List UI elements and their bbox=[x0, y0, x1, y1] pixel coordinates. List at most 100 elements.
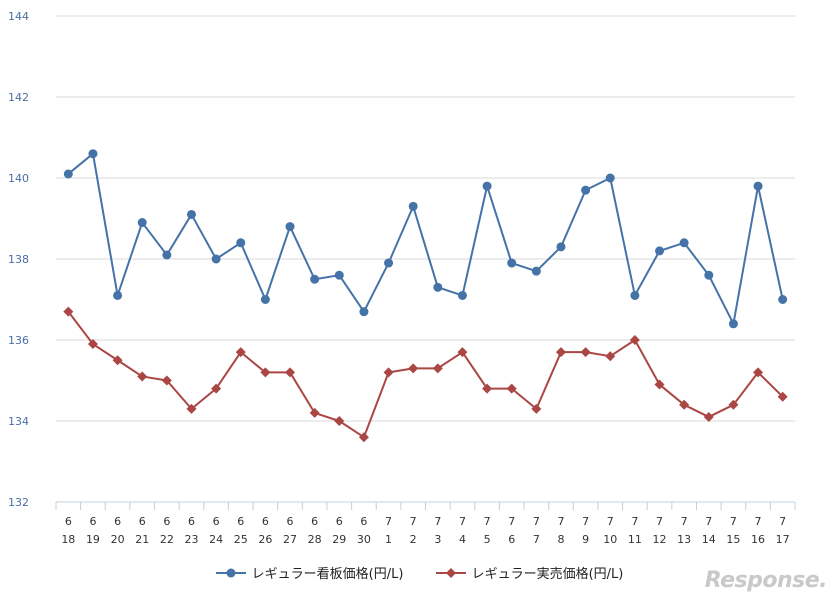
x-tick-label-day: 21 bbox=[135, 533, 149, 546]
x-tick-label-month: 7 bbox=[385, 515, 392, 528]
data-point[interactable] bbox=[383, 367, 394, 378]
x-tick-label-month: 6 bbox=[360, 515, 367, 528]
data-point[interactable] bbox=[260, 367, 271, 378]
x-tick-label-day: 27 bbox=[283, 533, 297, 546]
legend-item-actual-price[interactable]: レギュラー実売価格(円/L) bbox=[435, 563, 624, 582]
x-tick-label-day: 26 bbox=[258, 533, 272, 546]
data-point[interactable] bbox=[310, 274, 320, 284]
series-signboard-price bbox=[63, 149, 788, 329]
data-point[interactable] bbox=[753, 181, 763, 191]
data-point[interactable] bbox=[753, 367, 764, 378]
x-tick-label-day: 15 bbox=[726, 533, 740, 546]
data-point[interactable] bbox=[112, 355, 123, 366]
y-tick-label: 134 bbox=[8, 415, 29, 428]
data-point[interactable] bbox=[629, 335, 640, 345]
data-point[interactable] bbox=[137, 371, 148, 382]
data-point[interactable] bbox=[359, 307, 369, 317]
data-point[interactable] bbox=[605, 173, 615, 183]
data-point[interactable] bbox=[531, 266, 541, 276]
data-point[interactable] bbox=[630, 290, 640, 300]
x-tick-label-month: 7 bbox=[410, 515, 417, 528]
x-tick-label-day: 25 bbox=[234, 533, 248, 546]
x-tick-label-day: 17 bbox=[776, 533, 790, 546]
x-tick-label-day: 6 bbox=[508, 533, 515, 546]
x-tick-label-month: 7 bbox=[434, 515, 441, 528]
data-point[interactable] bbox=[285, 222, 295, 232]
data-point[interactable] bbox=[161, 375, 172, 386]
data-point[interactable] bbox=[63, 169, 73, 179]
data-point[interactable] bbox=[531, 403, 542, 414]
x-tick-label-day: 14 bbox=[702, 533, 716, 546]
data-point[interactable] bbox=[457, 290, 467, 300]
x-tick-label-month: 6 bbox=[89, 515, 96, 528]
data-point[interactable] bbox=[358, 432, 369, 443]
x-tick-label-month: 7 bbox=[705, 515, 712, 528]
legend-label-actual-price: レギュラー実売価格(円/L) bbox=[471, 567, 624, 582]
data-point[interactable] bbox=[728, 319, 738, 329]
data-point[interactable] bbox=[334, 416, 345, 426]
x-tick-label-month: 7 bbox=[656, 515, 663, 528]
data-point[interactable] bbox=[605, 351, 616, 362]
data-point[interactable] bbox=[482, 181, 492, 191]
data-point[interactable] bbox=[63, 306, 74, 317]
data-point[interactable] bbox=[88, 149, 98, 159]
data-point[interactable] bbox=[457, 347, 468, 358]
data-point[interactable] bbox=[235, 347, 246, 358]
data-point[interactable] bbox=[679, 238, 689, 248]
x-tick-label-month: 6 bbox=[336, 515, 343, 528]
data-point[interactable] bbox=[186, 403, 197, 414]
legend-marker-diamond-icon bbox=[435, 567, 466, 578]
x-tick-label-month: 6 bbox=[114, 515, 121, 528]
data-point[interactable] bbox=[728, 399, 739, 410]
data-point[interactable] bbox=[703, 411, 714, 422]
x-tick-label-month: 7 bbox=[681, 515, 688, 528]
data-point[interactable] bbox=[507, 258, 517, 268]
y-tick-label: 140 bbox=[8, 172, 29, 185]
data-point[interactable] bbox=[211, 254, 221, 264]
data-point[interactable] bbox=[137, 218, 147, 228]
data-point[interactable] bbox=[211, 383, 222, 394]
data-point[interactable] bbox=[777, 391, 788, 402]
data-point[interactable] bbox=[581, 185, 591, 195]
x-tick-label-day: 24 bbox=[209, 533, 223, 546]
legend: レギュラー看板価格(円/L) レギュラー実売価格(円/L) bbox=[0, 563, 839, 583]
x-tick-label-day: 16 bbox=[751, 533, 765, 546]
x-tick-label-day: 8 bbox=[557, 533, 564, 546]
x-tick-label-month: 6 bbox=[262, 515, 269, 528]
data-point[interactable] bbox=[186, 209, 196, 219]
series-line bbox=[67, 152, 784, 325]
data-point[interactable] bbox=[482, 383, 493, 394]
x-tick-label-day: 20 bbox=[111, 533, 125, 546]
x-tick-label-day: 28 bbox=[308, 533, 322, 546]
data-point[interactable] bbox=[113, 290, 123, 300]
data-point[interactable] bbox=[778, 295, 788, 304]
data-point[interactable] bbox=[704, 270, 714, 280]
data-point[interactable] bbox=[655, 246, 665, 256]
data-point[interactable] bbox=[679, 399, 690, 410]
data-point[interactable] bbox=[555, 347, 566, 358]
x-tick-label-day: 7 bbox=[533, 533, 540, 546]
x-tick-label-day: 3 bbox=[434, 533, 441, 546]
data-point[interactable] bbox=[433, 282, 443, 292]
x-tick-label-month: 6 bbox=[139, 515, 146, 528]
data-point[interactable] bbox=[285, 367, 296, 378]
data-point[interactable] bbox=[556, 242, 566, 252]
data-point[interactable] bbox=[654, 379, 665, 390]
data-point[interactable] bbox=[334, 270, 344, 280]
x-tick-label-month: 6 bbox=[65, 515, 72, 528]
data-point[interactable] bbox=[236, 238, 246, 248]
data-point[interactable] bbox=[408, 201, 418, 211]
data-point[interactable] bbox=[408, 363, 419, 374]
legend-item-signboard-price[interactable]: レギュラー看板価格(円/L) bbox=[215, 563, 403, 582]
data-point[interactable] bbox=[384, 258, 394, 268]
data-point[interactable] bbox=[432, 363, 443, 374]
x-tick-label-day: 5 bbox=[484, 533, 491, 546]
data-point[interactable] bbox=[87, 339, 98, 350]
data-point[interactable] bbox=[506, 383, 517, 394]
data-point[interactable] bbox=[162, 250, 172, 260]
x-tick-label-month: 7 bbox=[779, 515, 786, 528]
data-point[interactable] bbox=[309, 407, 320, 418]
data-point[interactable] bbox=[260, 295, 270, 304]
data-point[interactable] bbox=[580, 347, 591, 358]
x-tick-label-day: 29 bbox=[332, 533, 346, 546]
